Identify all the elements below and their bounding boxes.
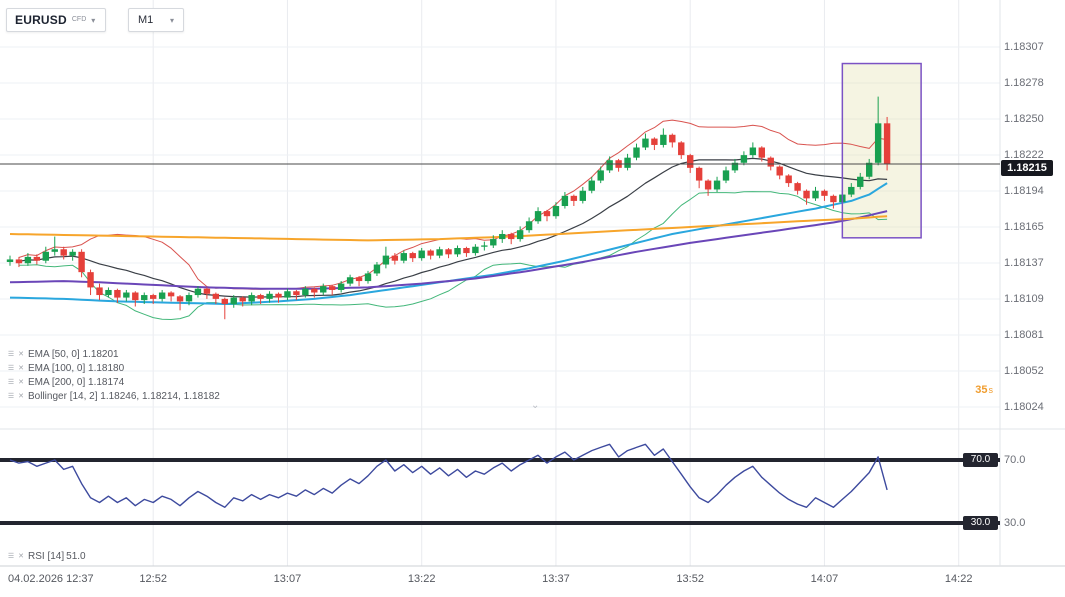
indicator-legend-row: ☰ ✕ EMA [50, 0] 1.18201 <box>6 348 220 362</box>
timeframe-selector[interactable]: M1 ▾ <box>128 8 184 32</box>
indicator-legend-text: Bollinger [14, 2] 1.18246, 1.18214, 1.18… <box>28 391 220 402</box>
timeframe-label: M1 <box>138 14 154 26</box>
pane-collapse-icon[interactable]: ⌄ <box>531 400 540 411</box>
rsi-legend: ☰ ✕ RSI [14] 51.0 <box>6 550 86 564</box>
indicator-legend-row: ☰ ✕ EMA [200, 0] 1.18174 <box>6 376 220 390</box>
rsi-lower-axis-label: 30.0 <box>1004 517 1026 529</box>
indicator-remove-icon[interactable]: ✕ <box>18 365 24 372</box>
rsi-legend-value: 51.0 <box>66 551 86 562</box>
time-axis-label: 13:07 <box>273 573 302 585</box>
rsi-upper-axis-label: 70.0 <box>1004 454 1026 466</box>
price-axis-label: 1.18278 <box>1004 77 1044 89</box>
symbol-type-label: CFD <box>71 15 87 23</box>
indicator-legend-row: ☰ ✕ EMA [100, 0] 1.18180 <box>6 362 220 376</box>
indicator-legends: ☰ ✕ EMA [50, 0] 1.18201 ☰ ✕ EMA [100, 0] 1.18… <box>6 348 220 404</box>
ema-100-line <box>9 210 888 290</box>
bar-countdown: 35s <box>955 384 993 396</box>
price-axis-label: 1.18250 <box>1004 113 1044 125</box>
indicator-settings-icon[interactable]: ☰ <box>7 365 15 372</box>
rsi-upper-level-badge: 70.0 <box>963 453 998 467</box>
indicator-settings-icon[interactable]: ☰ <box>7 393 15 400</box>
indicator-settings-icon[interactable]: ☰ <box>7 351 15 358</box>
rsi-lower-level-badge: 30.0 <box>963 516 998 530</box>
indicator-remove-icon[interactable]: ✕ <box>18 351 24 358</box>
symbol-caret-icon: ▾ <box>91 15 96 25</box>
indicator-legend-text: EMA [200, 0] 1.18174 <box>28 377 125 388</box>
ema-200-line <box>9 215 888 242</box>
gridlines <box>0 0 1065 567</box>
timeframe-caret-icon: ▾ <box>169 15 174 25</box>
indicator-legend-row: ☰ ✕ Bollinger [14, 2] 1.18246, 1.18214, 1.… <box>6 390 220 404</box>
ema-50-line <box>9 182 888 305</box>
price-axis-label: 1.18194 <box>1004 185 1044 197</box>
symbol-name: EURUSD <box>15 13 67 27</box>
indicator-settings-icon[interactable]: ☰ <box>7 553 15 560</box>
candles <box>6 96 891 320</box>
time-axis-label: 14:22 <box>944 573 973 585</box>
annotation-box-fill <box>842 63 922 238</box>
indicator-remove-icon[interactable]: ✕ <box>18 379 24 386</box>
indicator-legend-text: EMA [100, 0] 1.18180 <box>28 363 125 374</box>
price-axis-label: 1.18024 <box>1004 401 1044 413</box>
annotation-box[interactable] <box>841 62 922 239</box>
bar-countdown-value: 35 <box>975 384 988 396</box>
time-axis-label: 12:52 <box>139 573 167 585</box>
rsi-line <box>9 443 888 508</box>
rsi-legend-label: RSI [14] <box>28 551 65 562</box>
indicator-remove-icon[interactable]: ✕ <box>18 393 24 400</box>
indicator-legend-text: EMA [50, 0] 1.18201 <box>28 349 119 360</box>
time-axis-label: 04.02.2026 12:37 <box>8 573 94 585</box>
bollinger-lower-line <box>18 191 888 320</box>
time-axis-label: 13:22 <box>407 573 436 585</box>
price-axis-label: 1.18052 <box>1004 365 1044 377</box>
price-axis-label: 1.18307 <box>1004 41 1044 53</box>
price-axis-label: 1.18109 <box>1004 293 1044 305</box>
bar-countdown-unit: s <box>988 385 994 395</box>
symbol-selector[interactable]: EURUSD CFD ▾ <box>6 8 106 32</box>
price-axis-label: 1.18165 <box>1004 221 1044 233</box>
price-axis-label: 1.18222 <box>1004 149 1044 161</box>
time-axis-label: 14:07 <box>810 573 839 585</box>
price-axis-label: 1.18137 <box>1004 257 1044 269</box>
indicator-remove-icon[interactable]: ✕ <box>18 553 24 560</box>
indicator-settings-icon[interactable]: ☰ <box>7 379 15 386</box>
price-axis-label: 1.18081 <box>1004 329 1044 341</box>
bollinger-middle-line <box>18 157 888 298</box>
time-axis-label: 13:52 <box>676 573 704 585</box>
current-price-badge: 1.18215 <box>1001 160 1053 176</box>
time-axis-label: 13:37 <box>542 573 570 585</box>
